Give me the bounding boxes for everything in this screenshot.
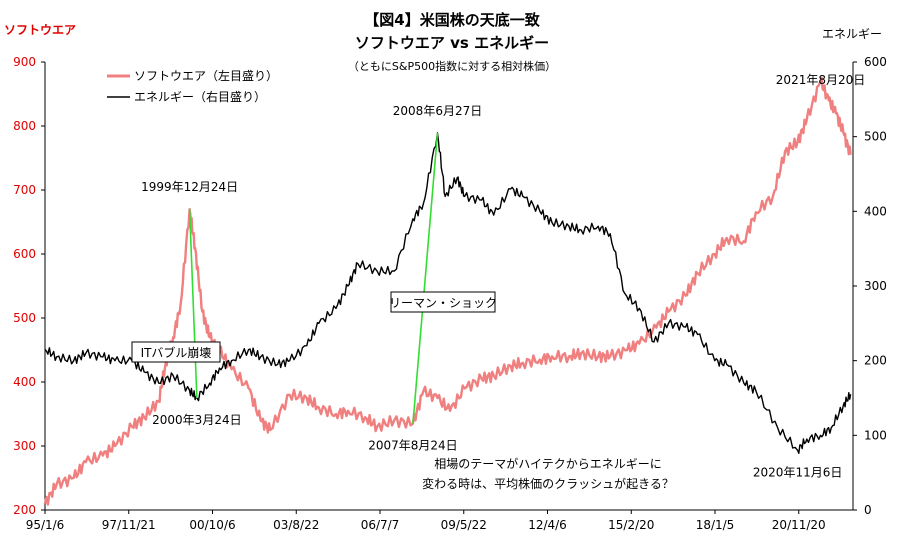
legend: ソフトウエア（左目盛り） エネルギー（右目盛り） <box>107 68 278 104</box>
right-axis-ticks: 0 100 200 300 400 500 600 <box>853 55 887 517</box>
x-axis-ticks: 95/1/6 97/11/21 00/10/6 03/8/22 06/7/7 09/5/2… <box>26 510 826 532</box>
x-tick-label: 09/5/22 <box>441 518 487 532</box>
bottom-date-annotation: 2000年3月24日 <box>152 413 241 427</box>
x-tick-label: 12/4/6 <box>528 518 567 532</box>
x-tick-label: 15/2/20 <box>608 518 654 532</box>
chart-note: （ともにS&P500指数に対する相対株価） <box>348 59 556 73</box>
callout-it-bubble: ITバブル崩壊 <box>131 341 221 363</box>
series-layer <box>43 76 852 506</box>
green-link-line <box>412 132 439 424</box>
right-tick-label: 300 <box>864 279 887 293</box>
x-tick-label: 06/7/7 <box>361 518 400 532</box>
left-tick-label: 400 <box>13 375 36 389</box>
x-tick-label: 95/1/6 <box>26 518 65 532</box>
right-tick-label: 100 <box>864 428 887 442</box>
left-tick-label: 300 <box>13 439 36 453</box>
chart-title: 【図4】米国株の天底一致 <box>364 11 540 29</box>
x-tick-label: 18/1/5 <box>696 518 735 532</box>
callout-lehman-text: リーマン・ショック <box>389 296 497 310</box>
series-software-line <box>43 76 852 506</box>
footnote-line-2: 変わる時は、平均株価のクラッシュが起きる？ <box>422 476 674 491</box>
green-links <box>188 132 439 424</box>
footnote-line-1: 相場のテーマがハイテクからエネルギーに <box>434 456 662 471</box>
left-tick-label: 900 <box>13 55 36 69</box>
x-tick-label: 00/10/6 <box>189 518 235 532</box>
right-tick-label: 0 <box>864 503 872 517</box>
top-date-annotation: 2008年6月27日 <box>393 104 482 118</box>
top-date-annotation: 2021年8月20日 <box>776 73 865 87</box>
series-energy-line <box>44 132 852 454</box>
left-tick-label: 600 <box>13 247 36 261</box>
callout-it-bubble-text: ITバブル崩壊 <box>141 345 212 360</box>
green-link-line <box>188 209 198 399</box>
bottom-date-annotation: 2007年8月24日 <box>368 439 457 453</box>
left-tick-label: 800 <box>13 119 36 133</box>
right-axis-label: エネルギー <box>822 27 882 41</box>
legend-label-software: ソフトウエア（左目盛り） <box>134 68 278 83</box>
callout-it-bubble-box <box>131 341 221 363</box>
right-tick-label: 200 <box>864 354 887 368</box>
right-tick-label: 500 <box>864 130 887 144</box>
callout-lehman-box <box>390 291 496 313</box>
callout-lehman: リーマン・ショック <box>389 291 497 313</box>
x-tick-label: 20/11/20 <box>772 518 826 532</box>
right-tick-label: 400 <box>864 204 887 218</box>
left-tick-label: 500 <box>13 311 36 325</box>
legend-label-energy: エネルギー（右目盛り） <box>134 89 266 104</box>
top-date-annotation: 1999年12月24日 <box>141 180 238 194</box>
left-tick-label: 200 <box>13 503 36 517</box>
left-tick-label: 700 <box>13 183 36 197</box>
left-axis-label: ソフトウエア <box>4 23 76 37</box>
bottom-date-annotation: 2020年11月6日 <box>753 465 842 479</box>
right-tick-label: 600 <box>864 55 887 69</box>
chart-subtitle: ソフトウエア vs エネルギー <box>355 34 549 52</box>
date-annotations: 1999年12月24日 2008年6月27日 2021年8月20日 2000年3月24… <box>141 73 865 479</box>
x-tick-label: 97/11/21 <box>102 518 156 532</box>
x-tick-label: 03/8/22 <box>273 518 319 532</box>
left-axis-ticks: 200 300 400 500 600 700 800 900 <box>13 55 45 517</box>
